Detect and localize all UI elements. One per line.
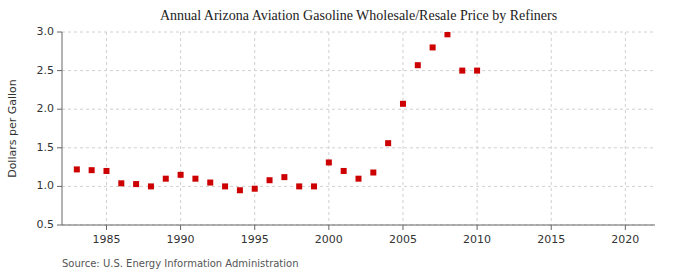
point <box>296 183 302 189</box>
x-tick-label: 2020 <box>611 233 639 246</box>
x-tick <box>551 225 552 230</box>
point <box>400 101 406 107</box>
y-tick-label: 2.0 <box>37 102 55 115</box>
y-tick-label: 2.5 <box>37 64 55 77</box>
point <box>103 168 109 174</box>
x-tick-label: 2010 <box>463 233 491 246</box>
source-note: Source: U.S. Energy Information Administ… <box>62 258 299 269</box>
y-axis-label: Dollars per Gallon <box>6 79 19 178</box>
point <box>459 68 465 74</box>
x-grid-line <box>477 32 478 225</box>
x-tick-label: 1985 <box>92 233 120 246</box>
x-axis-line <box>62 225 655 226</box>
y-tick-label: 1.5 <box>37 141 55 154</box>
point <box>74 166 80 172</box>
y-tick <box>57 32 62 33</box>
x-tick <box>328 225 329 230</box>
point <box>267 177 273 183</box>
point <box>281 174 287 180</box>
x-tick <box>477 225 478 230</box>
point <box>222 183 228 189</box>
y-grid-line <box>62 225 655 226</box>
point <box>148 183 154 189</box>
y-tick-label: 0.5 <box>37 218 55 231</box>
y-tick-label: 3.0 <box>37 25 55 38</box>
x-tick <box>106 225 107 230</box>
y-grid-line <box>62 147 655 148</box>
point <box>444 32 450 37</box>
y-grid-line <box>62 70 655 71</box>
chart: 0.5 1.0 1.5 2.0 2.5 3.0 1985 1990 1995 2000 2005 20… <box>0 0 675 275</box>
point <box>207 180 213 186</box>
y-tick <box>57 70 62 71</box>
x-tick-label: 2005 <box>389 233 417 246</box>
point <box>415 62 421 68</box>
point <box>474 68 480 74</box>
chart-container: 0.5 1.0 1.5 2.0 2.5 3.0 1985 1990 1995 2000 2005 20… <box>0 0 675 275</box>
y-tick <box>57 186 62 187</box>
x-grid-line <box>180 32 181 225</box>
x-tick-label: 2000 <box>315 233 343 246</box>
point <box>133 181 139 187</box>
point <box>252 186 258 192</box>
x-grid-line <box>328 32 329 225</box>
point <box>311 183 317 189</box>
x-tick <box>625 225 626 230</box>
x-grid-line <box>402 32 403 225</box>
points <box>74 32 480 193</box>
x-tick <box>254 225 255 230</box>
y-tick <box>57 147 62 148</box>
point <box>89 167 95 173</box>
point <box>430 44 436 50</box>
point <box>237 187 243 193</box>
axes: 0.5 1.0 1.5 2.0 2.5 3.0 1985 1990 1995 2000 2005 20… <box>37 25 656 246</box>
x-grid-line <box>254 32 255 225</box>
point <box>385 140 391 146</box>
x-grid-line <box>106 32 107 225</box>
x-tick-label: 1990 <box>167 233 195 246</box>
x-tick <box>180 225 181 230</box>
y-tick <box>57 225 62 226</box>
y-tick <box>57 109 62 110</box>
y-grid-line <box>62 109 655 110</box>
x-tick <box>402 225 403 230</box>
y-grid-line <box>62 32 655 33</box>
x-grid-line <box>551 32 552 225</box>
point <box>370 170 376 176</box>
x-tick-label: 1995 <box>241 233 269 246</box>
point <box>326 159 332 165</box>
point <box>178 172 184 178</box>
grid <box>62 32 655 225</box>
point <box>356 176 362 182</box>
point <box>192 176 198 182</box>
y-tick-label: 1.0 <box>37 179 55 192</box>
title: Annual Arizona Aviation Gasoline Wholesa… <box>160 8 557 23</box>
x-grid-line <box>625 32 626 225</box>
point <box>341 168 347 174</box>
point <box>118 180 124 186</box>
y-axis-line <box>62 32 63 225</box>
point <box>163 176 169 182</box>
x-tick-label: 2015 <box>537 233 565 246</box>
